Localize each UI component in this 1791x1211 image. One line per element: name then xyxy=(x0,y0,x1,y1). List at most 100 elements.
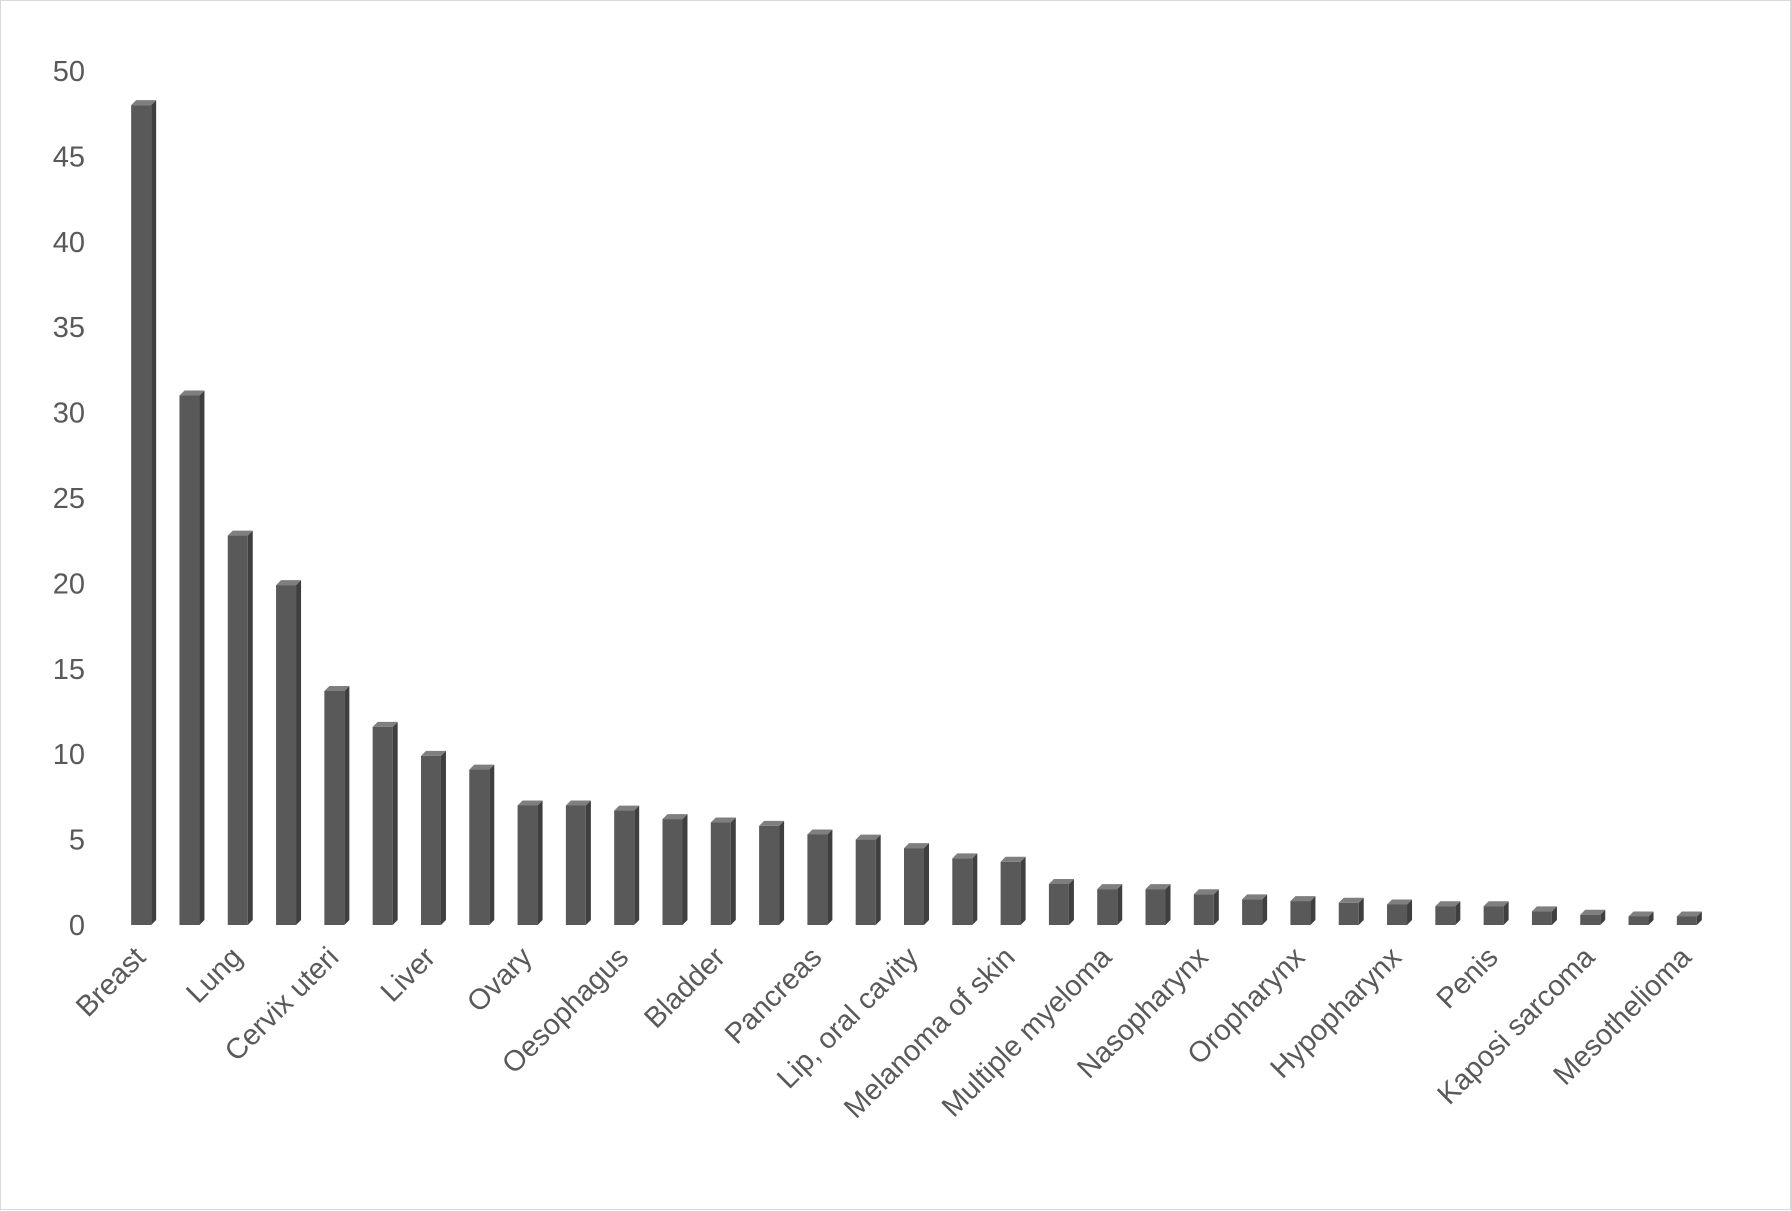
bar-side xyxy=(1213,889,1219,925)
bar xyxy=(1145,884,1171,925)
bar-front xyxy=(324,691,345,925)
bar xyxy=(1048,879,1074,925)
bar-side xyxy=(972,853,978,925)
bar-top xyxy=(1435,901,1461,907)
y-tick-label: 35 xyxy=(53,312,85,344)
bar-front xyxy=(1242,899,1263,925)
bar-side xyxy=(440,750,446,925)
y-tick-label: 15 xyxy=(53,654,85,686)
bar-front xyxy=(469,769,490,925)
bar-side xyxy=(199,390,205,925)
bar-side xyxy=(1407,899,1413,925)
bar-side xyxy=(1648,911,1654,925)
bar xyxy=(227,530,253,925)
y-tick-label: 20 xyxy=(53,568,85,600)
bar-side xyxy=(585,800,591,925)
bar xyxy=(855,834,881,925)
bar-top xyxy=(1000,856,1026,862)
bar-front xyxy=(1628,916,1649,925)
bar-side xyxy=(1358,897,1364,925)
bar-side xyxy=(247,530,253,925)
y-tick-label: 45 xyxy=(53,141,85,173)
bar-top xyxy=(179,390,205,396)
bar-side xyxy=(1310,896,1316,925)
bar-top xyxy=(1290,896,1316,902)
y-tick-label: 25 xyxy=(53,483,85,515)
bar xyxy=(1097,884,1123,925)
y-axis: 0 5 10 15 20 25 30 35 40 45 50 xyxy=(53,56,85,942)
bar-front xyxy=(372,726,393,925)
bar xyxy=(1580,909,1606,925)
bar-top xyxy=(1048,879,1074,885)
bar-top xyxy=(131,100,157,106)
bar-front xyxy=(517,805,538,925)
bar xyxy=(1531,906,1557,925)
bar xyxy=(1242,894,1268,925)
bar-front xyxy=(1531,911,1552,925)
bar-side xyxy=(296,580,302,925)
bar-side xyxy=(1020,856,1026,925)
x-tick-label: Bladder xyxy=(638,941,732,1035)
bar-top xyxy=(952,853,978,859)
y-tick-label: 5 xyxy=(69,825,85,857)
bar-top xyxy=(324,686,350,692)
bar xyxy=(614,805,640,925)
bar-front xyxy=(1145,889,1166,925)
bar-front xyxy=(807,834,828,925)
bar-front xyxy=(1435,906,1456,925)
bar xyxy=(1290,896,1316,925)
bar xyxy=(420,750,446,925)
bar xyxy=(517,800,543,925)
x-tick-label: Ovary xyxy=(461,941,539,1019)
bar-top xyxy=(1193,889,1219,895)
bar xyxy=(372,721,398,925)
bar-top xyxy=(855,834,881,840)
bar-top xyxy=(614,805,640,811)
y-tick-label: 0 xyxy=(69,910,85,942)
bar-side xyxy=(489,764,495,925)
bar-side xyxy=(1262,894,1268,925)
bar-front xyxy=(1193,894,1214,925)
bar-side xyxy=(827,829,833,925)
bar-top xyxy=(1580,909,1606,915)
bar-top xyxy=(372,721,398,727)
x-tick-label: Melanoma of skin xyxy=(838,941,1021,1124)
bar-side xyxy=(344,686,350,925)
bar-top xyxy=(276,580,302,586)
bar-side xyxy=(682,814,688,925)
bar-front xyxy=(1580,914,1601,925)
bar-front xyxy=(1000,861,1021,925)
bar-top xyxy=(1531,906,1557,912)
bar-top xyxy=(1097,884,1123,890)
bar-top xyxy=(807,829,833,835)
bar-front xyxy=(952,858,973,925)
bars xyxy=(131,100,1702,925)
bar-front xyxy=(759,825,780,925)
bar-top xyxy=(662,814,688,820)
bar-front xyxy=(1338,902,1359,925)
bar xyxy=(276,580,302,925)
bar-side xyxy=(392,721,398,925)
bar-top xyxy=(1242,894,1268,900)
bar-top xyxy=(904,843,929,849)
bar-side xyxy=(634,805,640,925)
x-tick-label: Liver xyxy=(375,941,442,1008)
bar xyxy=(565,800,591,925)
bar xyxy=(1338,897,1364,925)
y-tick-label: 30 xyxy=(53,398,85,430)
bar-side xyxy=(730,817,736,925)
bar-side xyxy=(1600,909,1606,925)
bar-top xyxy=(1483,901,1509,907)
x-tick-label: Penis xyxy=(1431,941,1505,1015)
bar-front xyxy=(179,395,200,925)
bar-front xyxy=(1483,906,1504,925)
bar-top xyxy=(469,764,495,770)
bar xyxy=(1435,901,1461,925)
bar-side xyxy=(779,820,785,925)
bar-front xyxy=(662,819,683,925)
bar-top xyxy=(1676,911,1702,917)
bar xyxy=(952,853,978,925)
